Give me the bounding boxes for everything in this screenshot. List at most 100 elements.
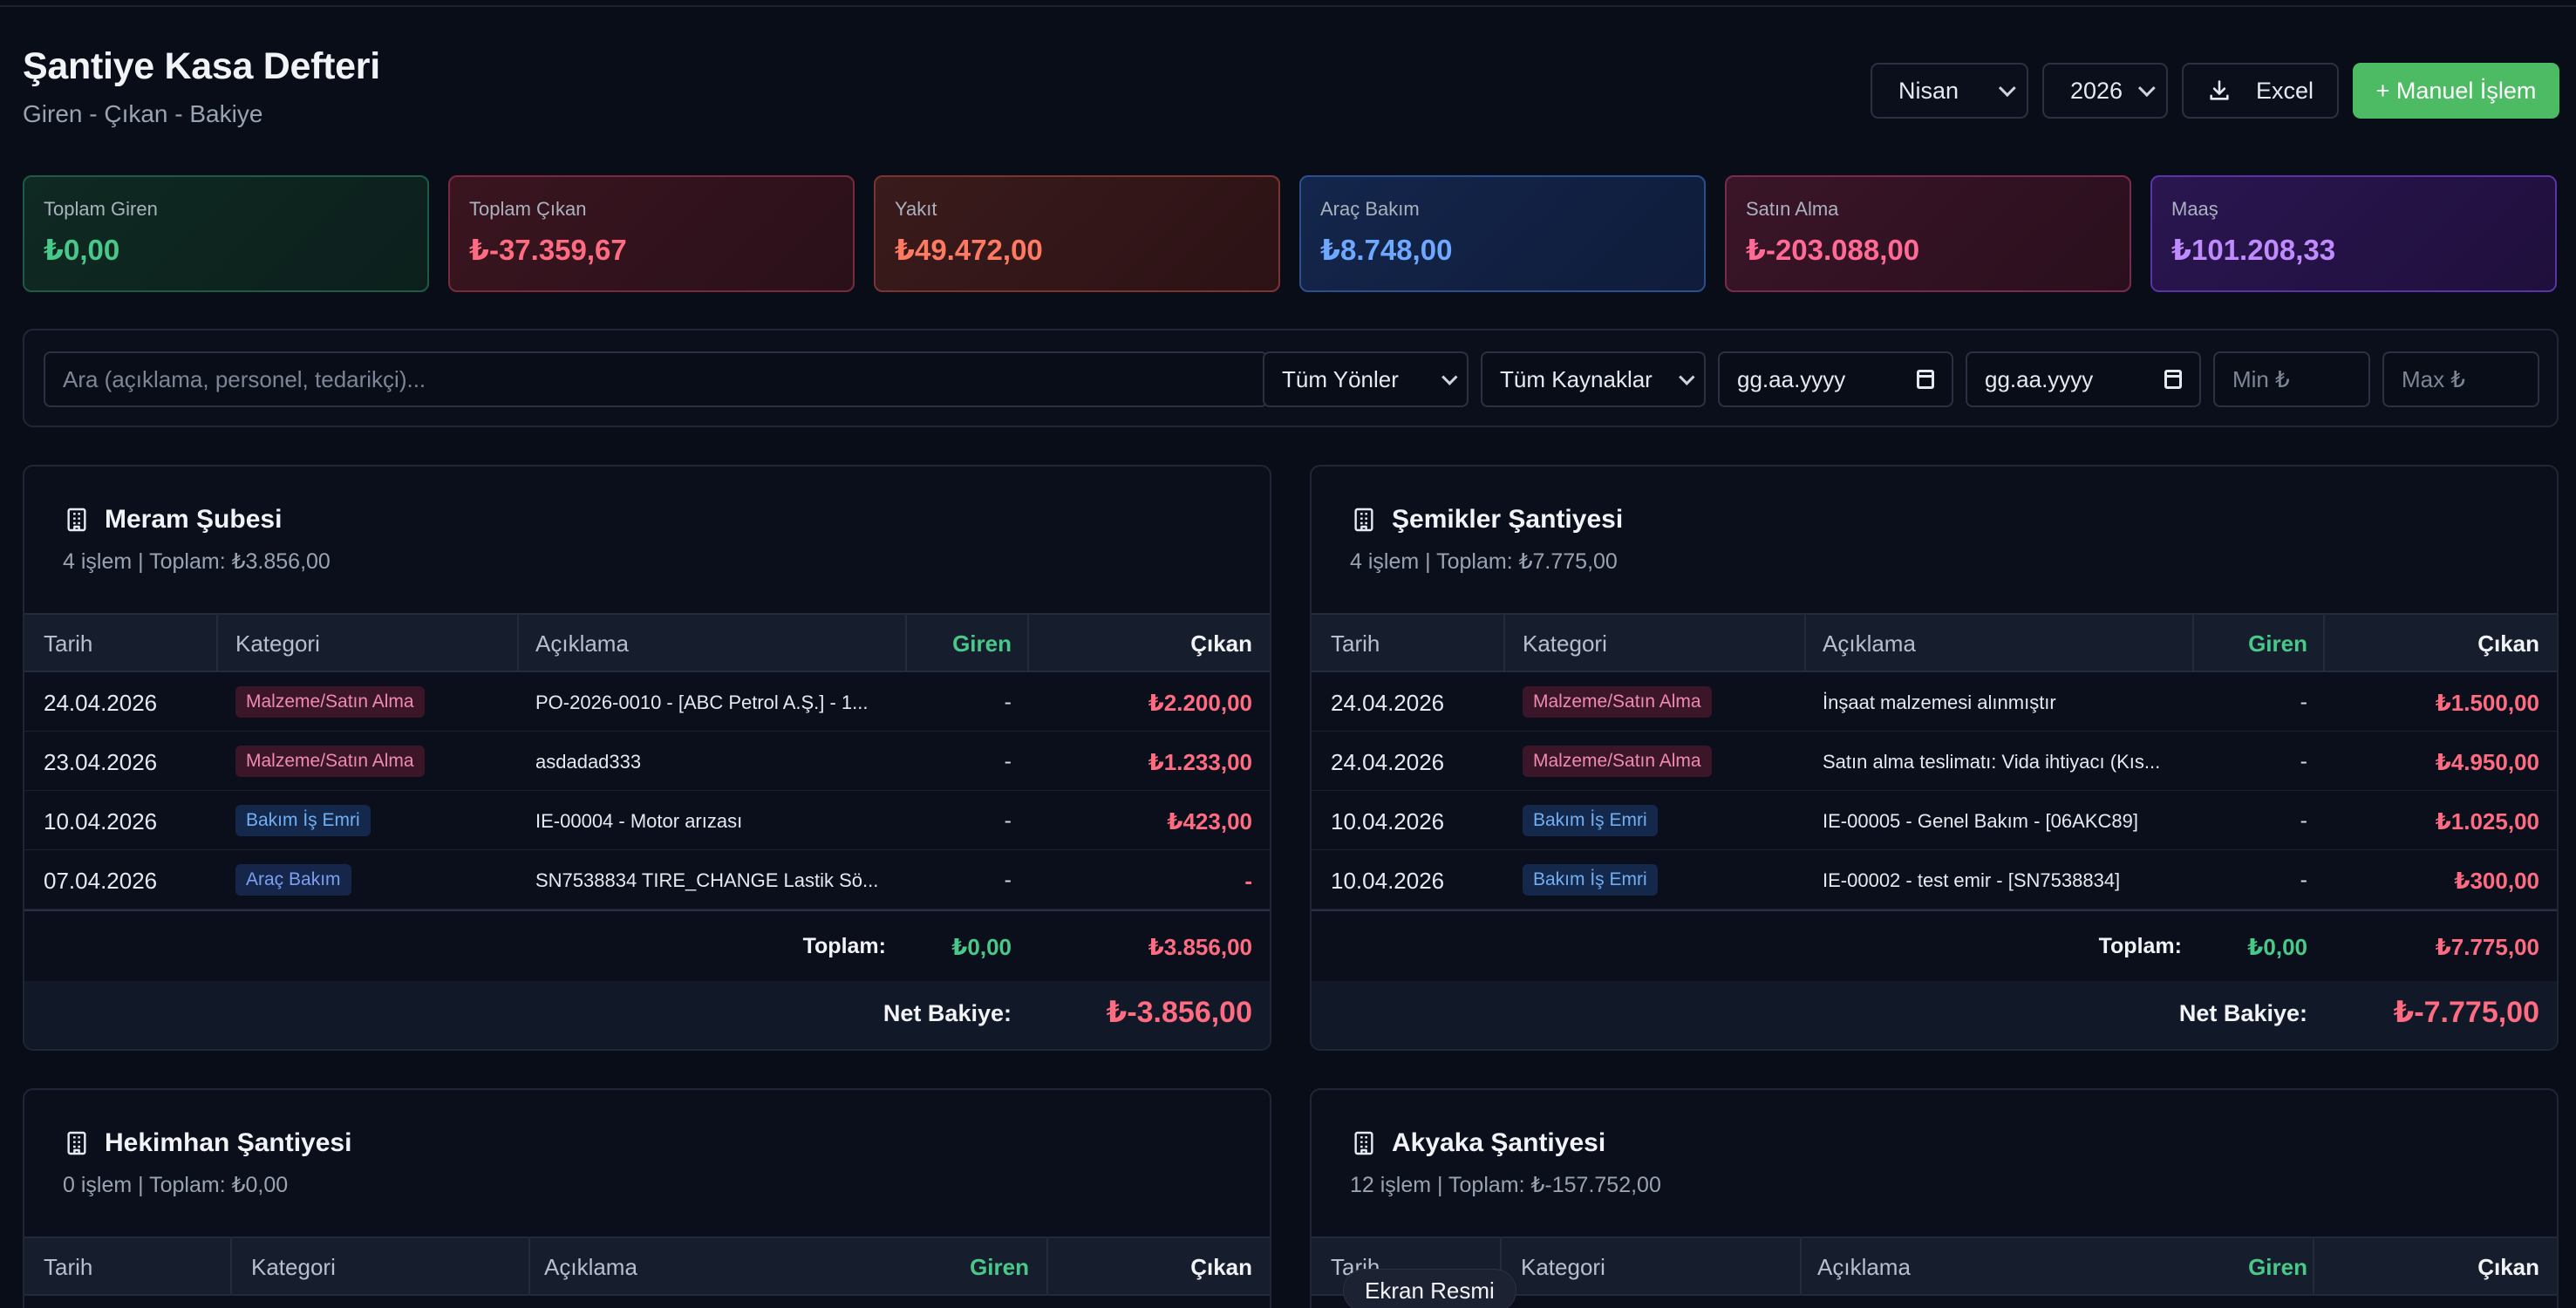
column-out[interactable]: Çıkan (1190, 1254, 1252, 1280)
site-panel-meram: Meram Şubesi 4 işlem | Toplam: ₺3.856,00… (23, 465, 1271, 1051)
summary-card-label: Araç Bakım (1320, 198, 1420, 220)
column-date[interactable]: Tarih (44, 630, 93, 657)
row-out: ₺4.950,00 (2435, 749, 2539, 775)
excel-export-button[interactable]: Excel (2182, 63, 2339, 119)
column-category[interactable]: Kategori (1521, 1254, 1605, 1280)
total-in: ₺0,00 (2247, 934, 2307, 960)
category-badge: Bakım İş Emri (1523, 864, 1658, 896)
row-description: PO-2026-0010 - [ABC Petrol A.Ş.] - 1... (535, 691, 869, 713)
table-row[interactable]: 24.04.2026 Malzeme/Satın Alma İnşaat mal… (1312, 672, 2557, 732)
panel-title: Şemikler Şantiyesi (1392, 505, 1624, 534)
row-in: - (1004, 749, 1012, 773)
date-from-input[interactable]: gg.aa.yyyy (1718, 351, 1953, 407)
column-in[interactable]: Giren (952, 630, 1012, 657)
site-panel-akyaka: Akyaka Şantiyesi 12 işlem | Toplam: ₺-15… (1310, 1088, 2559, 1308)
summary-card-purchasing: Satın Alma ₺-203.088,00 (1725, 175, 2131, 292)
summary-card-total-in: Toplam Giren ₺0,00 (23, 175, 429, 292)
panel-subtitle: 12 işlem | Toplam: ₺-157.752,00 (1350, 1173, 1661, 1197)
building-icon (1354, 1131, 1373, 1155)
column-description[interactable]: Açıklama (544, 1254, 637, 1280)
net-balance-row: Net Bakiye: ₺-3.856,00 (24, 981, 1270, 1049)
column-category[interactable]: Kategori (1523, 630, 1607, 657)
row-description: IE-00004 - Motor arızası (535, 810, 743, 832)
summary-card-fuel: Yakıt ₺49.472,00 (874, 175, 1280, 292)
row-out: ₺1.233,00 (1148, 749, 1252, 775)
table-row[interactable]: 10.04.2026 Bakım İş Emri IE-00002 - test… (1312, 850, 2557, 909)
column-category[interactable]: Kategori (235, 630, 320, 657)
summary-card-value: ₺101.208,33 (2171, 234, 2336, 266)
chevron-down-icon (1441, 369, 1458, 385)
summary-card-value: ₺-203.088,00 (1746, 234, 1920, 266)
site-panel-semikler: Şemikler Şantiyesi 4 işlem | Toplam: ₺7.… (1310, 465, 2559, 1051)
calendar-icon[interactable] (1917, 370, 1934, 389)
panel-title: Hekimhan Şantiyesi (105, 1128, 352, 1157)
panel-header: Hekimhan Şantiyesi 0 işlem | Toplam: ₺0,… (63, 1128, 351, 1198)
row-in: - (2300, 808, 2307, 833)
summary-card-value: ₺8.748,00 (1320, 234, 1453, 266)
year-select[interactable]: 2026 (2042, 63, 2168, 119)
row-in: - (1004, 808, 1012, 833)
column-description[interactable]: Açıklama (1817, 1254, 1911, 1280)
direction-select[interactable]: Tüm Yönler (1263, 351, 1469, 407)
add-manual-transaction-button[interactable]: + Manuel İşlem (2353, 63, 2559, 119)
column-date[interactable]: Tarih (44, 1254, 93, 1280)
row-date: 07.04.2026 (44, 868, 158, 894)
net-balance-value: ₺-3.856,00 (1106, 996, 1252, 1029)
total-label: Toplam: (802, 934, 886, 958)
column-out[interactable]: Çıkan (2477, 1254, 2539, 1280)
site-panel-hekimhan: Hekimhan Şantiyesi 0 işlem | Toplam: ₺0,… (23, 1088, 1271, 1308)
net-balance-label: Net Bakiye: (2178, 1000, 2307, 1026)
table-row[interactable]: 23.04.2026 Malzeme/Satın Alma asdadad333… (24, 732, 1270, 791)
summary-card-label: Satın Alma (1746, 198, 1839, 220)
building-icon (67, 1131, 86, 1155)
date-to-input[interactable]: gg.aa.yyyy (1966, 351, 2201, 407)
transactions-table: Tarih Kategori Açıklama Giren Çıkan (1312, 1236, 2557, 1296)
search-input[interactable]: Ara (açıklama, personel, tedarikçi)... (44, 351, 1268, 407)
row-date: 23.04.2026 (44, 749, 158, 775)
column-category[interactable]: Kategori (251, 1254, 336, 1280)
row-out: ₺1.025,00 (2435, 808, 2539, 835)
download-icon (2210, 80, 2229, 100)
column-in[interactable]: Giren (2248, 630, 2307, 657)
table-row[interactable]: 24.04.2026 Malzeme/Satın Alma Satın alma… (1312, 732, 2557, 791)
column-in[interactable]: Giren (2248, 1254, 2307, 1280)
category-badge: Malzeme/Satın Alma (1523, 746, 1712, 777)
panel-subtitle: 4 işlem | Toplam: ₺3.856,00 (63, 549, 331, 574)
net-balance-row: Net Bakiye: ₺-7.775,00 (1312, 981, 2557, 1049)
table-row[interactable]: 07.04.2026 Araç Bakım SN7538834 TIRE_CHA… (24, 850, 1270, 909)
chevron-down-icon (2137, 79, 2156, 98)
excel-button-label: Excel (2255, 77, 2314, 104)
summary-card-salary: Maaş ₺101.208,33 (2150, 175, 2557, 292)
column-date[interactable]: Tarih (1331, 630, 1380, 657)
row-description: IE-00002 - test emir - [SN7538834] (1823, 869, 2121, 891)
row-out: ₺1.500,00 (2435, 690, 2539, 716)
column-out[interactable]: Çıkan (1190, 630, 1252, 657)
column-description[interactable]: Açıklama (535, 630, 629, 657)
row-out: ₺2.200,00 (1148, 690, 1252, 716)
source-select-value: Tüm Kaynaklar (1500, 365, 1653, 392)
year-select-value: 2026 (2070, 77, 2123, 104)
column-out[interactable]: Çıkan (2477, 630, 2539, 657)
table-row[interactable]: 24.04.2026 Malzeme/Satın Alma PO-2026-00… (24, 672, 1270, 732)
month-select[interactable]: Nisan (1871, 63, 2028, 119)
max-amount-input[interactable]: Max ₺ (2382, 351, 2539, 407)
table-row[interactable]: 10.04.2026 Bakım İş Emri IE-00004 - Moto… (24, 791, 1270, 850)
table-header: Tarih Kategori Açıklama Giren Çıkan (24, 1236, 1270, 1296)
table-row[interactable]: 10.04.2026 Bakım İş Emri IE-00005 - Gene… (1312, 791, 2557, 850)
direction-select-value: Tüm Yönler (1282, 365, 1399, 392)
min-amount-input[interactable]: Min ₺ (2213, 351, 2370, 407)
column-in[interactable]: Giren (970, 1254, 1029, 1280)
category-badge: Araç Bakım (235, 864, 351, 896)
column-description[interactable]: Açıklama (1823, 630, 1916, 657)
source-select[interactable]: Tüm Kaynaklar (1481, 351, 1706, 407)
table-header: Tarih Kategori Açıklama Giren Çıkan (1312, 1236, 2557, 1296)
category-badge: Malzeme/Satın Alma (235, 686, 425, 718)
summary-card-label: Toplam Çıkan (469, 198, 587, 220)
total-label: Toplam: (2098, 934, 2182, 958)
calendar-icon[interactable] (2164, 370, 2182, 389)
row-description: İnşaat malzemesi alınmıştır (1823, 691, 2056, 713)
row-in: - (2300, 868, 2307, 892)
total-out: ₺7.775,00 (2435, 934, 2539, 960)
summary-card-value: ₺-37.359,67 (469, 234, 627, 266)
total-out: ₺3.856,00 (1148, 934, 1252, 960)
